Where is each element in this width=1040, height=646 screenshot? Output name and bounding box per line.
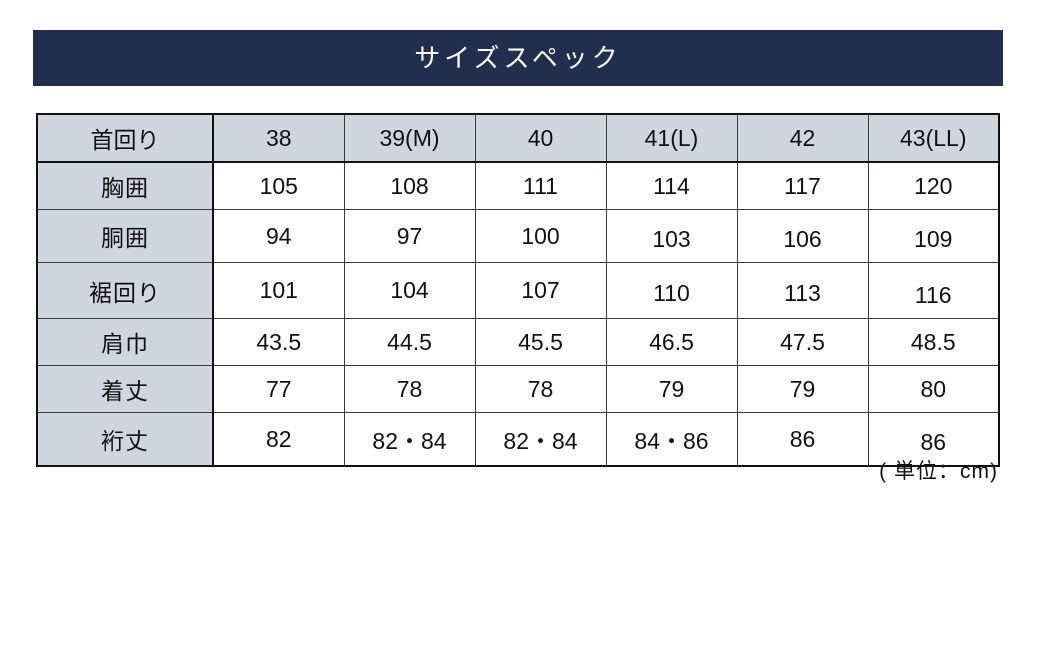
table-body: 胸囲 105 108 111 114 117 120 胴囲 94 97 100 …	[36, 161, 1000, 467]
size-spec-table: 首回り 38 39(M) 40 41(L) 42 43(LL) 胸囲 105 1…	[36, 113, 1000, 467]
header-cell-size-43: 43(LL)	[867, 113, 1000, 163]
header-cell-size-38: 38	[212, 113, 345, 163]
table-row: 胸囲 105 108 111 114 117 120	[36, 161, 1000, 210]
size-spec-table-wrapper: 首回り 38 39(M) 40 41(L) 42 43(LL) 胸囲 105 1…	[36, 113, 1000, 467]
cell-length-41: 79	[605, 365, 738, 413]
cell-chest-38: 105	[212, 161, 345, 210]
table-header: 首回り 38 39(M) 40 41(L) 42 43(LL)	[36, 113, 1000, 163]
table-row: 胴囲 94 97 100 103 106 109	[36, 209, 1000, 263]
cell-chest-39: 108	[343, 161, 476, 210]
cell-sleeve-42: 86	[736, 412, 869, 467]
cell-hem-43: 116	[867, 262, 1000, 319]
unit-note: ( 単位：cm)	[879, 460, 998, 483]
cell-shoulder-40: 45.5	[474, 318, 607, 366]
cell-chest-43: 120	[867, 161, 1000, 210]
row-label-hem: 裾回り	[36, 262, 214, 319]
table-row: 裾回り 101 104 107 110 113 116	[36, 262, 1000, 319]
cell-sleeve-43: 86	[867, 412, 1000, 467]
cell-waist-38: 94	[212, 209, 345, 263]
cell-shoulder-42: 47.5	[736, 318, 869, 366]
cell-shoulder-41: 46.5	[605, 318, 738, 366]
cell-chest-40: 111	[474, 161, 607, 210]
header-cell-measurement: 首回り	[36, 113, 214, 163]
header-cell-size-42: 42	[736, 113, 869, 163]
cell-waist-39: 97	[343, 209, 476, 263]
cell-shoulder-39: 44.5	[343, 318, 476, 366]
cell-sleeve-39: 82・84	[343, 412, 476, 467]
cell-hem-40: 107	[474, 262, 607, 319]
cell-hem-39: 104	[343, 262, 476, 319]
row-label-waist: 胴囲	[36, 209, 214, 263]
row-label-shoulder: 肩巾	[36, 318, 214, 366]
cell-hem-41: 110	[605, 262, 738, 319]
row-label-length: 着丈	[36, 365, 214, 413]
header-row: 首回り 38 39(M) 40 41(L) 42 43(LL)	[36, 113, 1000, 163]
cell-length-43: 80	[867, 365, 1000, 413]
cell-length-39: 78	[343, 365, 476, 413]
header-cell-size-40: 40	[474, 113, 607, 163]
header-cell-size-39: 39(M)	[343, 113, 476, 163]
header-cell-size-41: 41(L)	[605, 113, 738, 163]
cell-waist-40: 100	[474, 209, 607, 263]
cell-hem-38: 101	[212, 262, 345, 319]
table-row: 裄丈 82 82・84 82・84 84・86 86 86	[36, 412, 1000, 467]
cell-sleeve-38: 82	[212, 412, 345, 467]
table-row: 着丈 77 78 78 79 79 80	[36, 365, 1000, 413]
row-label-sleeve: 裄丈	[36, 412, 214, 467]
cell-chest-41: 114	[605, 161, 738, 210]
cell-length-38: 77	[212, 365, 345, 413]
cell-chest-42: 117	[736, 161, 869, 210]
cell-length-42: 79	[736, 365, 869, 413]
cell-shoulder-38: 43.5	[212, 318, 345, 366]
cell-sleeve-41: 84・86	[605, 412, 738, 467]
cell-waist-41: 103	[605, 209, 738, 263]
cell-sleeve-40: 82・84	[474, 412, 607, 467]
row-label-chest: 胸囲	[36, 161, 214, 210]
title-banner: サイズスペック	[33, 30, 1003, 86]
cell-hem-42: 113	[736, 262, 869, 319]
table-row: 肩巾 43.5 44.5 45.5 46.5 47.5 48.5	[36, 318, 1000, 366]
cell-length-40: 78	[474, 365, 607, 413]
cell-shoulder-43: 48.5	[867, 318, 1000, 366]
cell-waist-43: 109	[867, 209, 1000, 263]
page-title: サイズスペック	[414, 43, 622, 73]
cell-waist-42: 106	[736, 209, 869, 263]
